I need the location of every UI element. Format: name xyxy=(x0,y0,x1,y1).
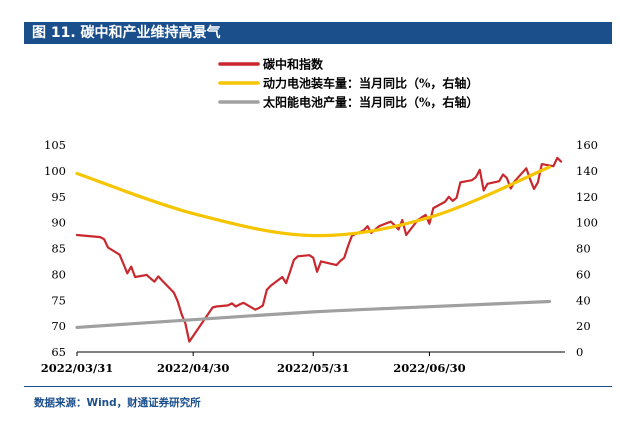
right-tick-label: 0 xyxy=(576,345,583,359)
right-axis: 0 20 40 60 80 100 120 140 160 xyxy=(576,138,598,359)
left-tick-label: 85 xyxy=(51,242,66,256)
left-tick-label: 90 xyxy=(51,216,66,230)
series-line-3 xyxy=(75,299,552,330)
left-axis: 65 70 75 80 85 90 95 100 105 xyxy=(44,138,66,359)
left-tick-label: 70 xyxy=(51,319,66,333)
x-tick-label: 2022/04/30 xyxy=(157,361,229,375)
right-tick-label: 160 xyxy=(576,138,598,152)
legend-label-2: 动力电池装车量：当月同比（%，右轴） xyxy=(263,76,478,91)
legend-label-1: 碳中和指数 xyxy=(263,57,324,72)
x-axis: 2022/03/31 2022/04/30 2022/05/31 2022/06/30 xyxy=(41,351,565,375)
source-note: 数据来源：Wind，财通证券研究所 xyxy=(34,397,201,409)
x-tick-label: 2022/06/30 xyxy=(393,361,465,375)
left-tick-label: 65 xyxy=(51,345,66,359)
series-line-2 xyxy=(75,165,552,238)
bottom-divider xyxy=(24,386,612,387)
left-tick-label: 75 xyxy=(51,293,66,307)
chart-title: 图 11. 碳中和产业维持高景气 xyxy=(24,22,612,44)
left-tick-label: 95 xyxy=(51,190,66,204)
left-tick-label: 105 xyxy=(44,138,66,152)
x-tick-label: 2022/05/31 xyxy=(277,361,349,375)
left-tick-label: 80 xyxy=(51,267,66,281)
right-tick-label: 40 xyxy=(576,293,591,307)
right-tick-label: 80 xyxy=(576,242,591,256)
plot-area xyxy=(75,156,563,343)
left-tick-label: 100 xyxy=(44,164,66,178)
series-line-1 xyxy=(75,156,563,343)
right-tick-label: 120 xyxy=(576,190,598,204)
x-tick-label: 2022/03/31 xyxy=(41,361,113,375)
right-tick-label: 100 xyxy=(576,216,598,230)
legend-label-3: 太阳能电池产量：当月同比（%，右轴） xyxy=(263,95,478,110)
right-tick-label: 140 xyxy=(576,164,598,178)
right-tick-label: 60 xyxy=(576,267,591,281)
right-tick-label: 20 xyxy=(576,319,591,333)
